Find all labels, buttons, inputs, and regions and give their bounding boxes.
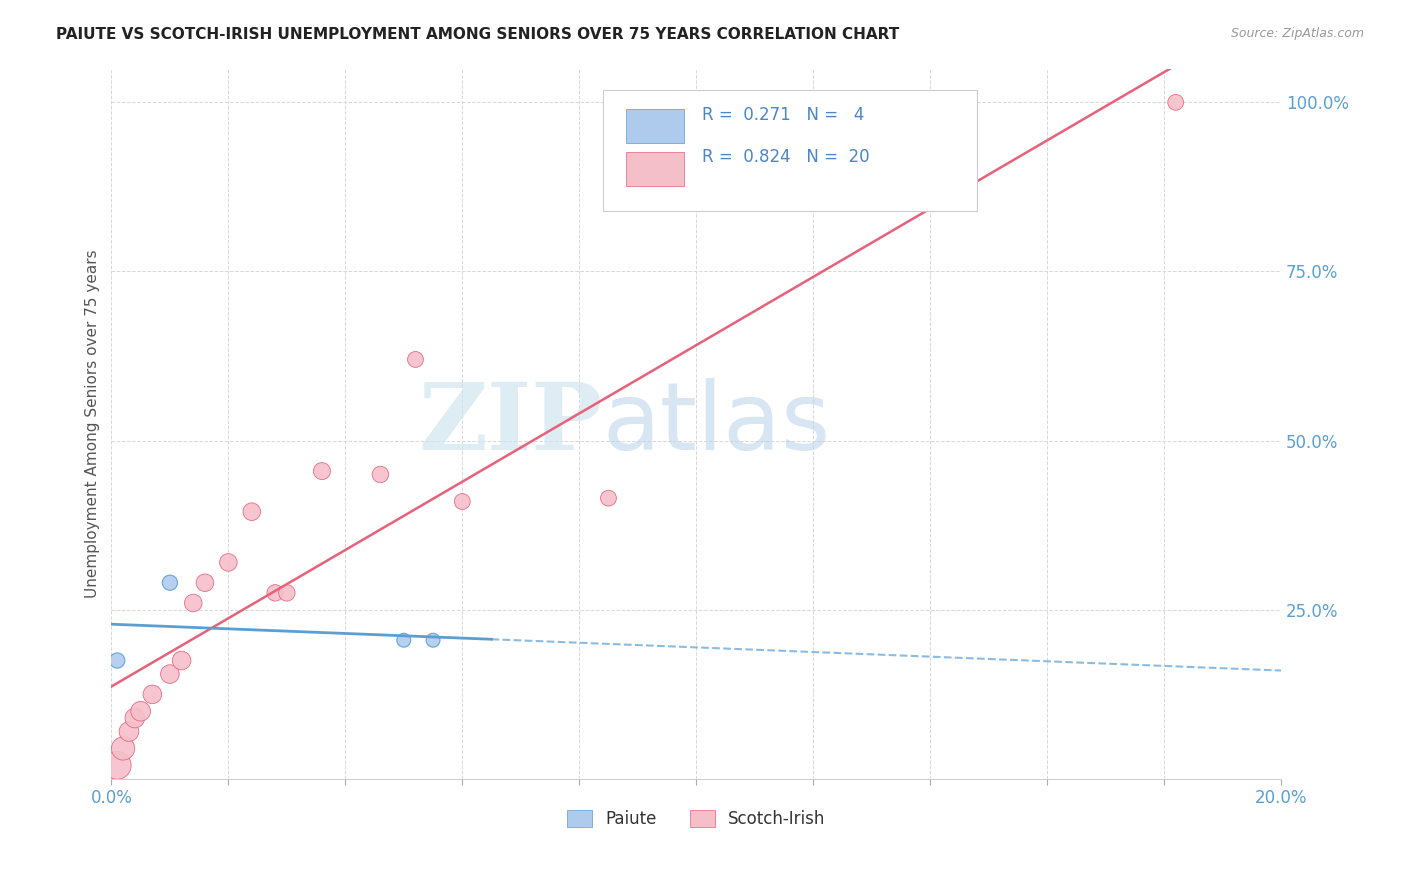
Legend: Paiute, Scotch-Irish: Paiute, Scotch-Irish (560, 803, 832, 835)
Text: PAIUTE VS SCOTCH-IRISH UNEMPLOYMENT AMONG SENIORS OVER 75 YEARS CORRELATION CHAR: PAIUTE VS SCOTCH-IRISH UNEMPLOYMENT AMON… (56, 27, 900, 42)
Point (170, 653, 193, 667)
Point (1164, 95, 1187, 110)
Point (240, 505, 263, 519)
Bar (626, 109, 685, 143)
Point (194, 575, 217, 590)
Point (112, 741, 135, 756)
Point (124, 711, 146, 725)
Point (264, 586, 287, 600)
Point (392, 633, 415, 648)
Point (217, 556, 239, 570)
Point (276, 586, 298, 600)
Point (159, 575, 181, 590)
FancyBboxPatch shape (603, 90, 977, 211)
Point (405, 352, 427, 367)
Point (141, 687, 163, 701)
Point (422, 633, 444, 648)
Y-axis label: Unemployment Among Seniors over 75 years: Unemployment Among Seniors over 75 years (86, 250, 100, 598)
Text: Source: ZipAtlas.com: Source: ZipAtlas.com (1230, 27, 1364, 40)
Point (370, 467, 392, 482)
Point (129, 704, 152, 718)
Point (105, 653, 128, 667)
Text: R =  0.824   N =  20: R = 0.824 N = 20 (702, 148, 870, 166)
Text: ZIP: ZIP (419, 379, 603, 468)
Point (451, 494, 474, 508)
Bar (626, 152, 685, 186)
Text: atlas: atlas (603, 377, 831, 470)
Text: R =  0.271   N =   4: R = 0.271 N = 4 (702, 105, 865, 124)
Point (118, 724, 141, 739)
Point (181, 596, 204, 610)
Point (311, 464, 333, 478)
Point (598, 491, 620, 505)
Point (159, 667, 181, 681)
Point (105, 758, 128, 772)
